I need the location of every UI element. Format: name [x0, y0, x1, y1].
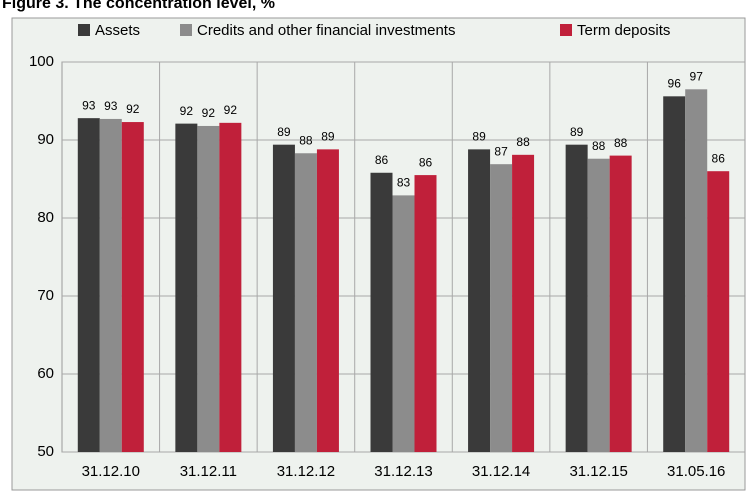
bar [707, 171, 730, 452]
y-tick-label: 50 [37, 443, 54, 460]
bar [219, 122, 242, 452]
value-label: 96 [668, 76, 682, 90]
y-tick-label: 100 [29, 53, 54, 70]
value-label: 86 [712, 151, 726, 165]
bar [512, 154, 535, 452]
value-label: 89 [570, 125, 584, 139]
bar [370, 172, 393, 452]
value-label: 92 [126, 102, 140, 116]
bar [685, 89, 708, 453]
value-label: 97 [690, 69, 704, 83]
value-label: 93 [104, 99, 118, 113]
value-label: 86 [419, 155, 433, 169]
y-tick-label: 70 [37, 287, 54, 304]
bar [609, 155, 632, 452]
x-tick-label: 31.12.15 [569, 463, 627, 480]
legend-swatch [180, 24, 192, 36]
value-label: 88 [614, 136, 628, 150]
value-label: 93 [82, 98, 96, 112]
y-tick-label: 60 [37, 365, 54, 382]
legend-swatch [560, 24, 572, 36]
legend-label: Assets [95, 22, 140, 39]
bar [468, 149, 491, 453]
x-tick-label: 31.12.10 [82, 463, 140, 480]
x-tick-label: 31.12.12 [277, 463, 335, 480]
value-label: 88 [516, 135, 530, 149]
bar [587, 158, 610, 452]
bar [392, 195, 415, 452]
legend-label: Term deposits [577, 22, 670, 39]
bar [99, 118, 122, 452]
value-label: 89 [277, 125, 291, 139]
bar [414, 175, 437, 452]
x-tick-label: 31.12.14 [472, 463, 530, 480]
value-label: 86 [375, 153, 389, 167]
chart-title: Figure 3. The concentration level, % [2, 0, 275, 12]
y-tick-label: 90 [37, 131, 54, 148]
bar [316, 149, 339, 453]
legend-label: Credits and other financial investments [197, 22, 455, 39]
x-tick-label: 31.12.13 [374, 463, 432, 480]
bar [272, 144, 295, 452]
bar [663, 96, 686, 452]
value-label: 83 [397, 176, 411, 190]
legend-swatch [78, 24, 90, 36]
value-label: 92 [180, 104, 194, 118]
y-tick-label: 80 [37, 209, 54, 226]
bar [175, 123, 198, 453]
value-label: 89 [472, 130, 486, 144]
value-label: 88 [592, 139, 606, 153]
value-label: 92 [224, 103, 238, 117]
value-label: 87 [494, 144, 508, 158]
bar [565, 144, 588, 452]
bar [490, 164, 513, 452]
value-label: 88 [299, 133, 313, 147]
bar [77, 118, 100, 452]
x-tick-label: 31.12.11 [180, 463, 237, 480]
bar [197, 125, 220, 453]
bar [121, 122, 144, 452]
value-label: 92 [202, 106, 216, 120]
value-label: 89 [321, 130, 335, 144]
bar [294, 153, 317, 452]
x-tick-label: 31.05.16 [667, 463, 725, 480]
